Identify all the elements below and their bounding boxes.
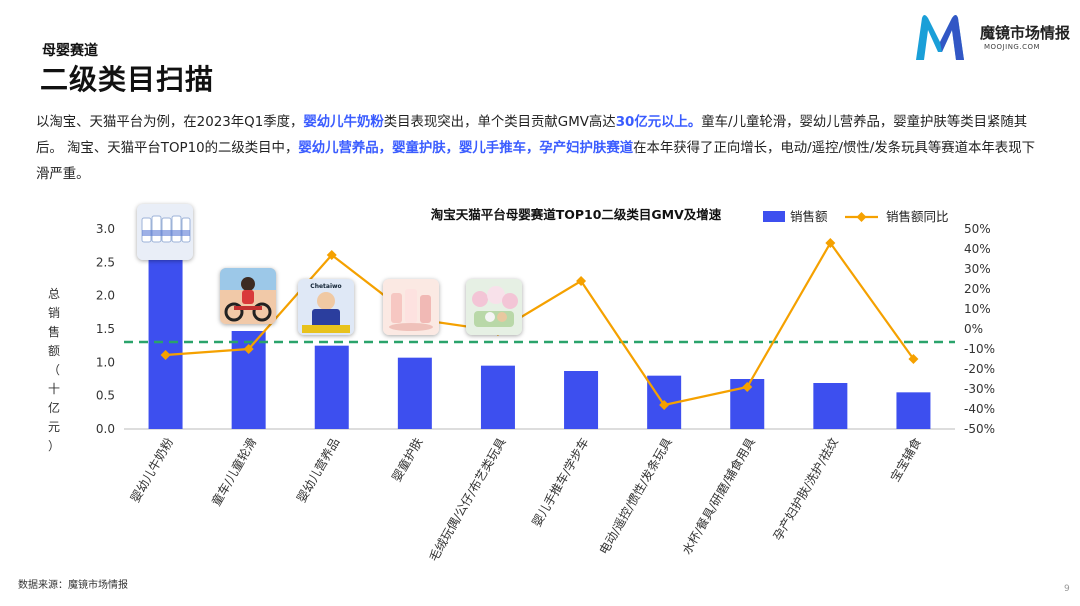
y-tick-label: 3.0 bbox=[96, 222, 115, 236]
y-tick-label: 0.5 bbox=[96, 389, 115, 403]
section-label: 母婴赛道 bbox=[42, 43, 98, 59]
y2-tick-label: -50% bbox=[964, 422, 995, 436]
x-tick-label: 婴儿手推车/学步车 bbox=[529, 435, 592, 529]
intro-highlight-1: 婴幼儿牛奶粉 bbox=[303, 115, 384, 130]
y-axis-label-char: 亿 bbox=[48, 400, 60, 415]
legend-bar-swatch bbox=[763, 211, 785, 222]
y2-tick-label: -30% bbox=[964, 382, 995, 396]
yoy-point bbox=[326, 250, 337, 260]
logo-url: MOOJING.COM bbox=[984, 43, 1041, 51]
intro-text-3: 童车/儿童轮滑，婴幼儿营养品，婴童护肤等类目紧随其后。 淘宝、天猫平台TOP10… bbox=[36, 115, 1028, 156]
y-tick-label: 2.5 bbox=[96, 255, 115, 269]
y-tick-label: 0.0 bbox=[96, 422, 115, 436]
yoy-line bbox=[165, 240, 915, 407]
intro-highlight-2: 30亿元以上。 bbox=[615, 115, 702, 130]
page-title: 二级类目扫描 bbox=[40, 63, 215, 96]
intro-highlight-3: 婴幼儿营养品，婴童护肤，婴儿手推车，孕产妇护肤赛道 bbox=[298, 141, 634, 156]
yoy-point bbox=[659, 400, 670, 410]
y2-tick-label: 20% bbox=[964, 282, 991, 296]
gmv-bar bbox=[397, 357, 432, 429]
y-axis-label-char: （ bbox=[48, 363, 60, 377]
gmv-bar bbox=[480, 365, 515, 429]
y2-tick-label: -20% bbox=[964, 362, 995, 376]
svg-text:Chetaiwo: Chetaiwo bbox=[310, 283, 341, 290]
legend-line-marker bbox=[856, 212, 867, 222]
intro-text-2: 类目表现突出，单个类目贡献GMV高达 bbox=[383, 115, 616, 130]
supplement-thumb: Chetaiwo bbox=[298, 279, 354, 335]
gmv-chart-svg: 0.0 0.5 1.0 1.5 2.0 2.5 3.0 -50% -40% -30% -20% -10… bbox=[48, 207, 995, 564]
y2-tick-label: 10% bbox=[964, 302, 991, 316]
milk-powder-thumb bbox=[137, 204, 193, 260]
y-axis-label-char: 额 bbox=[48, 344, 60, 358]
legend-bar-label: 销售额 bbox=[790, 209, 828, 224]
logo-name: 魔镜市场情报 bbox=[980, 24, 1071, 42]
y-axis-label-char: 销 bbox=[48, 306, 60, 320]
y2-tick-label: -40% bbox=[964, 402, 995, 416]
x-tick-label: 宝宝辅食 bbox=[887, 435, 924, 484]
y-axis-label-char: 总 bbox=[48, 287, 60, 301]
x-tick-label: 电动/遥控/惯性/发条玩具 bbox=[596, 435, 675, 557]
legend-line-label: 销售额同比 bbox=[886, 209, 949, 224]
x-tick-label: 毛绒玩偶/公仔/布艺类玩具 bbox=[426, 436, 508, 564]
kids-bike-thumb bbox=[220, 268, 276, 324]
y2-tick-label: 30% bbox=[964, 262, 991, 276]
y-axis-label-char: 元 bbox=[48, 420, 60, 434]
y2-tick-label: -10% bbox=[964, 342, 995, 356]
y2-tick-label: 40% bbox=[964, 242, 991, 256]
intro-text-1: 以淘宝、天猫平台为例，在2023年Q1季度， bbox=[36, 115, 304, 130]
gmv-bar bbox=[896, 392, 931, 429]
y-axis-label-char: 售 bbox=[48, 324, 60, 339]
y2-tick-label: 0% bbox=[964, 322, 983, 336]
x-tick-label: 童车/儿童轮滑 bbox=[208, 435, 259, 508]
gmv-bar bbox=[314, 345, 349, 429]
skincare-thumb bbox=[383, 279, 439, 335]
data-source: 数据来源：魔镜市场情报 bbox=[18, 580, 128, 591]
gmv-bar bbox=[564, 371, 599, 429]
brand-logo: 魔镜市场情报 MOOJING.COM bbox=[912, 12, 1070, 62]
x-tick-label: 婴幼儿牛奶粉 bbox=[127, 435, 176, 505]
y-axis-label-char: 十 bbox=[48, 382, 60, 396]
chart-title: 淘宝天猫平台母婴赛道TOP10二级类目GMV及增速 bbox=[431, 207, 722, 222]
gmv-bar bbox=[813, 383, 848, 429]
yoy-point bbox=[160, 350, 171, 360]
yoy-point bbox=[576, 276, 587, 286]
y-tick-label: 1.0 bbox=[96, 355, 115, 369]
yoy-point bbox=[742, 382, 753, 392]
x-tick-label: 婴幼儿营养品 bbox=[293, 435, 342, 505]
intro-paragraph: 以淘宝、天猫平台为例，在2023年Q1季度，婴幼儿牛奶粉类目表现突出，单个类目贡… bbox=[36, 110, 1036, 188]
x-tick-label: 水杯/餐具/研磨/辅食用具 bbox=[679, 435, 758, 557]
page-number: 9 bbox=[1064, 584, 1070, 594]
yoy-point bbox=[908, 354, 919, 364]
gmv-chart: 0.0 0.5 1.0 1.5 2.0 2.5 3.0 -50% -40% -30% -20% -10… bbox=[0, 190, 1080, 570]
x-tick-label: 孕产妇护肤/洗护/祛纹 bbox=[770, 435, 841, 543]
moojing-logo-icon bbox=[916, 15, 964, 60]
plush-toy-thumb bbox=[466, 279, 522, 335]
yoy-point bbox=[825, 238, 836, 248]
x-tick-label: 婴童护肤 bbox=[388, 435, 425, 484]
yoy-point bbox=[243, 344, 254, 354]
y2-tick-label: 50% bbox=[964, 222, 991, 236]
y-axis-label-char: ） bbox=[48, 439, 60, 453]
y-tick-label: 2.0 bbox=[96, 289, 115, 303]
y-tick-label: 1.5 bbox=[96, 322, 115, 336]
intro-text-4: 在本年获得了正向增长，电动/遥控/惯性/发条玩具等赛道本年表现下滑严重。 bbox=[36, 141, 1035, 182]
